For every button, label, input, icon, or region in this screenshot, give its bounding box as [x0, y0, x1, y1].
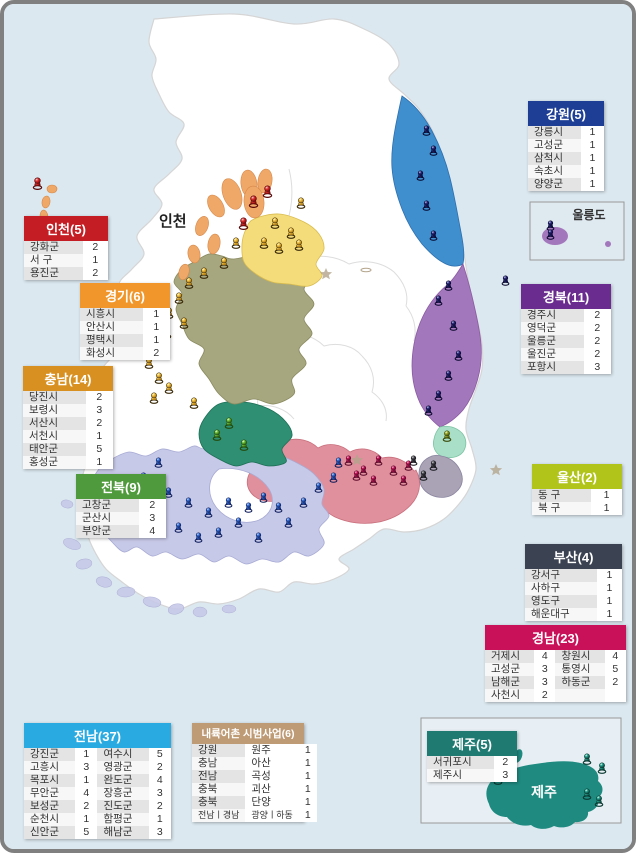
svg-text:인천: 인천 — [159, 212, 187, 230]
svg-text:제주: 제주 — [531, 784, 557, 800]
svg-text:울릉도: 울릉도 — [572, 207, 605, 222]
